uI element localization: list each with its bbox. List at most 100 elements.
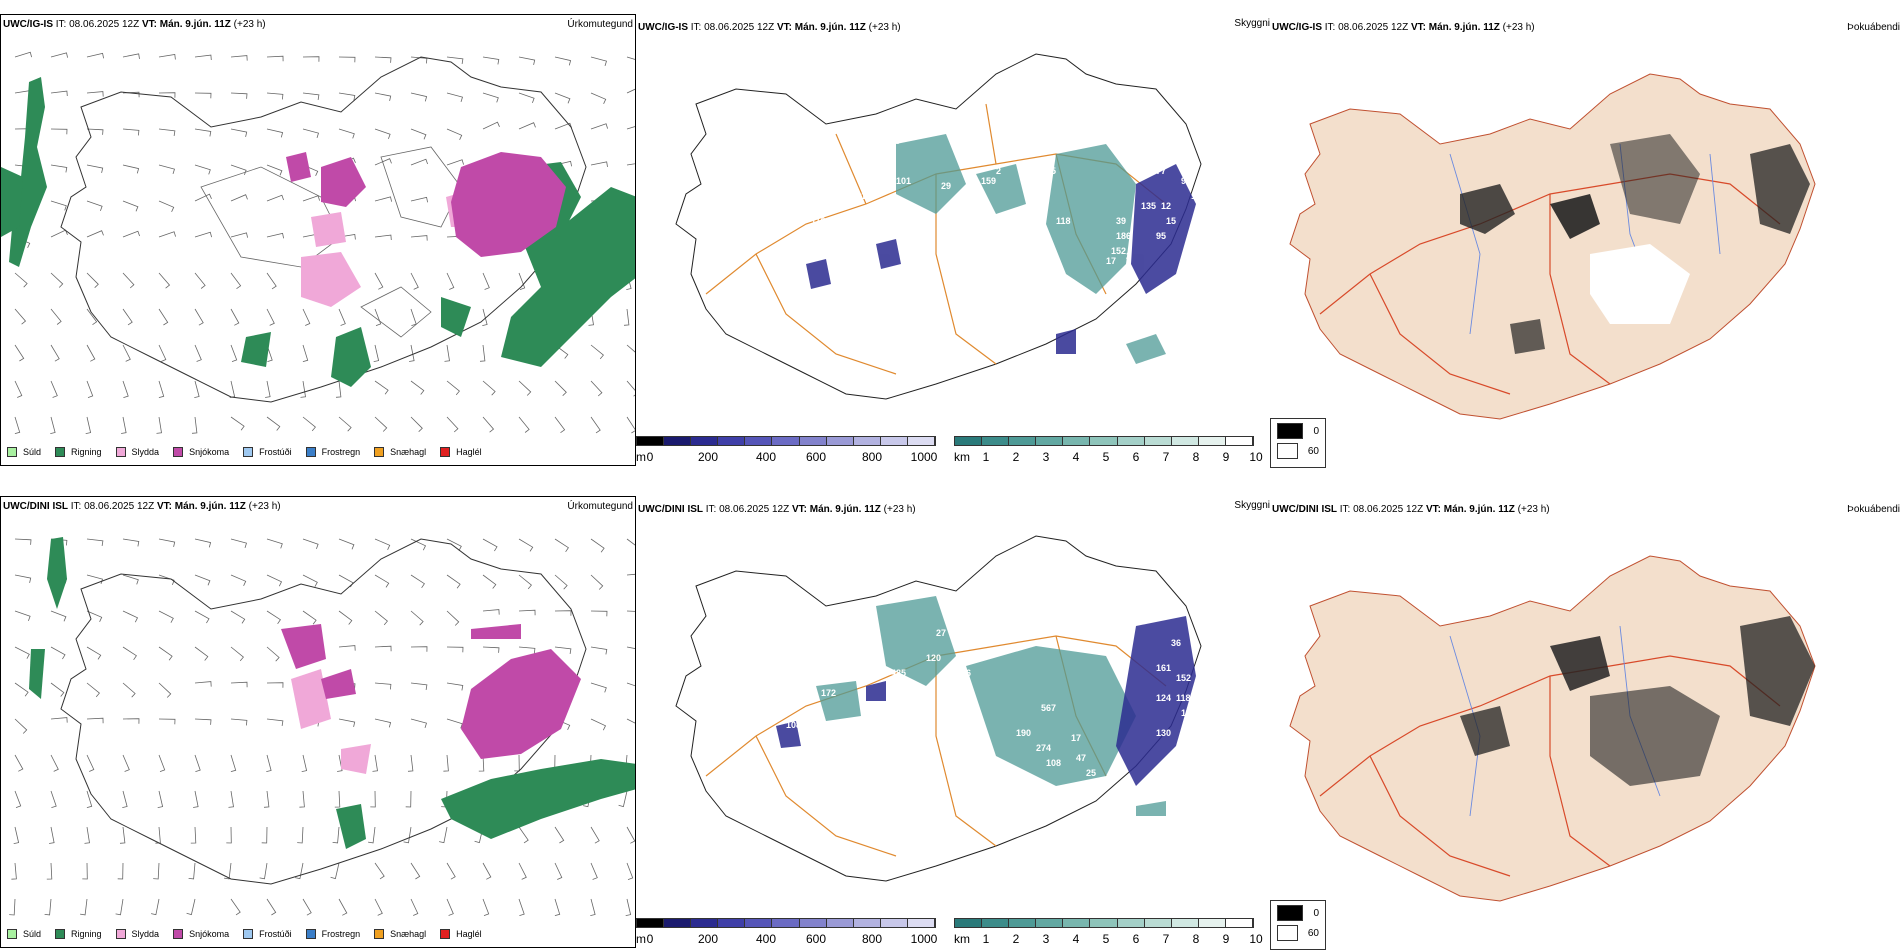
colorbar-segment bbox=[1036, 919, 1064, 927]
wind-barb bbox=[446, 416, 459, 433]
wind-barb bbox=[86, 574, 104, 585]
wind-barb bbox=[446, 682, 464, 691]
wind-barb bbox=[626, 126, 635, 130]
wind-barb bbox=[158, 610, 174, 623]
cloud-visibility-panel-bottom: UWC/DINI ISL IT: 08.06.2025 12Z VT: Mán.… bbox=[636, 496, 1270, 948]
fog-shading bbox=[1460, 134, 1810, 354]
wind-barb bbox=[446, 898, 454, 916]
wind-barb bbox=[554, 574, 568, 590]
wind-barb bbox=[374, 92, 392, 101]
fog-legend-item: 60 bbox=[1277, 925, 1319, 941]
wind-barb bbox=[370, 790, 376, 808]
wind-barb bbox=[482, 121, 500, 130]
wind-barb bbox=[186, 898, 196, 916]
panel-variable: Þokuábendi bbox=[1847, 22, 1900, 33]
cloud-visibility-map: 485 120 27 126 23 172 108 196 567 190 274 108 36 161 1… bbox=[675, 535, 1202, 882]
legend-item: Slydda bbox=[115, 447, 159, 457]
wind-barb bbox=[374, 380, 389, 395]
cloud-base-value-label: 159 bbox=[981, 176, 996, 186]
wind-barb bbox=[626, 610, 635, 612]
wind-barb bbox=[482, 862, 492, 880]
wind-barb bbox=[86, 610, 103, 622]
wind-barb bbox=[338, 610, 353, 625]
colorbar-segment bbox=[982, 919, 1010, 927]
wind-barb bbox=[122, 610, 139, 623]
panel-variable: Úrkomutegund bbox=[567, 19, 633, 30]
wind-barb bbox=[482, 308, 488, 326]
wind-barb bbox=[590, 161, 608, 167]
colorbar-segment bbox=[826, 437, 854, 445]
wind-barb bbox=[50, 380, 58, 398]
legend-item: Snæhagl bbox=[374, 929, 426, 939]
wind-barb bbox=[334, 790, 341, 808]
wind-barb bbox=[86, 230, 104, 238]
wind-barb bbox=[410, 380, 425, 395]
wind-barb bbox=[50, 229, 68, 238]
wind-barb bbox=[194, 193, 212, 202]
wind-barb bbox=[626, 163, 635, 166]
wind-barb bbox=[410, 610, 424, 626]
wind-barb bbox=[158, 538, 176, 547]
fog-legend-item: 0 bbox=[1277, 423, 1319, 439]
wind-barb bbox=[518, 416, 530, 433]
fog-legend: 0 60 bbox=[1270, 900, 1326, 950]
cloud-base-value-label: 130 bbox=[1156, 728, 1171, 738]
wind-barb bbox=[266, 344, 273, 362]
wind-barb bbox=[266, 272, 277, 290]
wind-barb bbox=[590, 718, 607, 731]
wind-barb bbox=[190, 826, 197, 844]
wind-barb bbox=[514, 754, 520, 772]
wind-barb bbox=[299, 790, 305, 808]
wind-barb bbox=[482, 272, 490, 290]
wind-barb bbox=[82, 862, 88, 880]
colorbar-segment bbox=[718, 919, 746, 927]
wind-barb bbox=[230, 128, 248, 137]
legend-swatch bbox=[7, 929, 17, 939]
fog-legend: 0 60 bbox=[1270, 418, 1326, 468]
wind-barb bbox=[374, 272, 384, 290]
wind-barb bbox=[84, 826, 90, 844]
wind-barb bbox=[193, 790, 199, 808]
colorbar-segment bbox=[1117, 437, 1145, 445]
wind-barb bbox=[446, 128, 463, 140]
wind-barb bbox=[439, 826, 448, 844]
precip-type-map bbox=[9, 537, 635, 916]
wind-barb bbox=[122, 790, 128, 808]
fog-map bbox=[1289, 73, 1816, 420]
cloud-base-value-label: 23 bbox=[966, 693, 976, 703]
wind-barb bbox=[122, 718, 140, 724]
wind-barb bbox=[302, 92, 320, 100]
wind-barb bbox=[194, 646, 209, 661]
wind-barb bbox=[626, 344, 635, 353]
wind-barb bbox=[194, 128, 212, 137]
wind-barb bbox=[338, 92, 356, 101]
wind-barb bbox=[86, 754, 95, 772]
wind-barb bbox=[374, 538, 391, 550]
wind-barb bbox=[226, 826, 232, 844]
wind-barb bbox=[153, 862, 160, 880]
wind-barb bbox=[230, 416, 245, 431]
colorbar-segment bbox=[1171, 919, 1199, 927]
wind-barb bbox=[338, 128, 355, 139]
wind-barb bbox=[158, 646, 173, 661]
wind-barb bbox=[158, 92, 176, 98]
cloud-base-value-label: 39 bbox=[1116, 216, 1126, 226]
wind-barb bbox=[122, 344, 131, 362]
wind-barb bbox=[265, 380, 271, 398]
wind-barb bbox=[446, 159, 464, 166]
wind-barb bbox=[230, 344, 238, 362]
wind-barb bbox=[50, 90, 68, 97]
panel-variable: Úrkomutegund bbox=[567, 501, 633, 512]
legend-swatch bbox=[1277, 443, 1298, 459]
legend-item: Frostregn bbox=[305, 929, 360, 939]
wind-barb bbox=[230, 538, 248, 549]
wind-barb bbox=[50, 308, 62, 325]
wind-barb bbox=[13, 826, 20, 844]
cloud-base-value-label: 190 bbox=[1016, 728, 1031, 738]
wind-barb bbox=[410, 574, 425, 589]
wind-barb bbox=[518, 380, 532, 396]
wind-barb bbox=[554, 380, 567, 396]
colorbar-segment bbox=[637, 437, 665, 445]
wind-barb bbox=[14, 416, 21, 434]
wind-barb bbox=[554, 56, 572, 66]
